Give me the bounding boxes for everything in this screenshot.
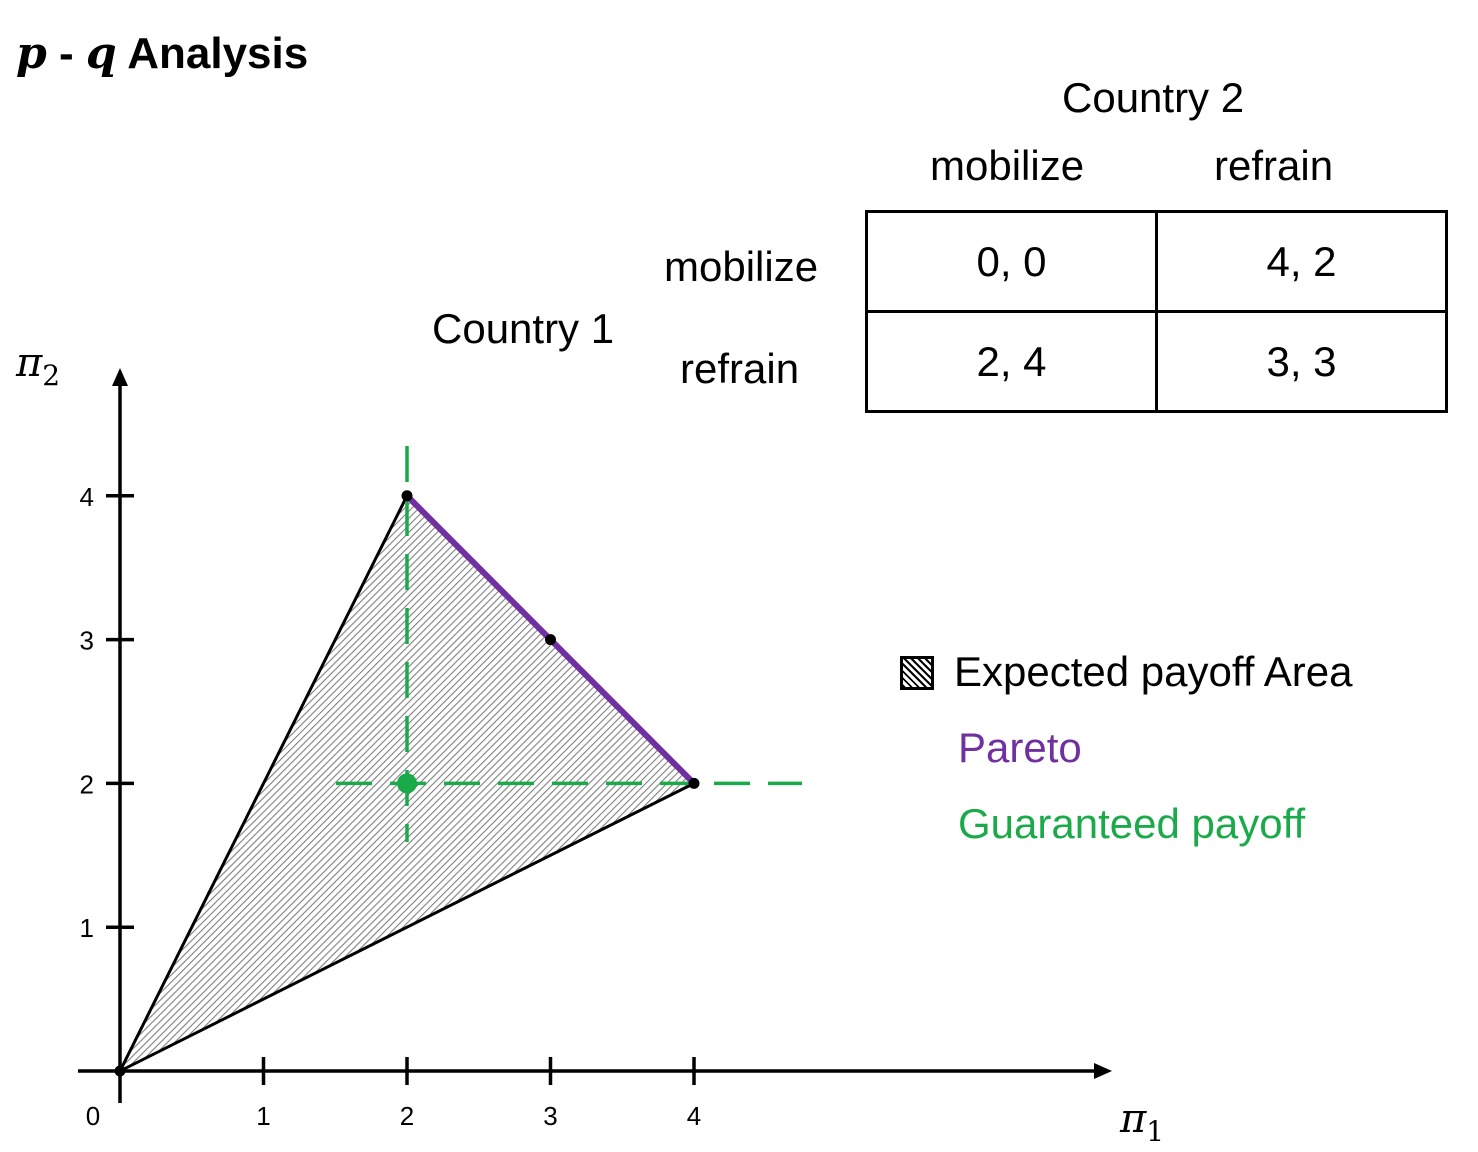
page-title: p - q Analysis <box>16 28 308 79</box>
x-tick-label: 0 <box>86 1101 100 1131</box>
title-var-p: p <box>16 28 47 79</box>
x-axis-arrow-icon <box>1094 1063 1112 1079</box>
column-strategy-mobilize: mobilize <box>930 142 1085 189</box>
row-strategy-refrain: refrain <box>680 345 800 392</box>
title-var-q: q <box>85 28 117 79</box>
outcome-point <box>401 490 413 502</box>
legend-item-area: Expected payoff Area <box>900 648 1353 696</box>
row-strategy-mobilize: mobilize <box>664 243 819 290</box>
title-rest: Analysis <box>116 29 309 78</box>
column-player-label: Country 2 <box>1062 74 1245 121</box>
column-strategy-refrain: refrain <box>1214 142 1334 189</box>
legend-item-pareto: Pareto <box>958 724 1082 772</box>
payoff-matrix: 0, 0 4, 2 2, 4 3, 3 <box>865 210 1448 413</box>
guaranteed-payoff-point <box>397 773 417 794</box>
x-tick-label: 1 <box>256 1101 270 1131</box>
y-tick-label: 3 <box>80 626 94 656</box>
payoff-cell-mobilize-refrain: 4, 2 <box>1155 210 1448 313</box>
legend-area-label: Expected payoff Area <box>954 648 1353 695</box>
y-tick-label: 2 <box>80 769 94 799</box>
outcome-point <box>114 1065 126 1077</box>
legend-pareto-label: Pareto <box>958 724 1082 771</box>
payoff-cell-refrain-mobilize: 2, 4 <box>865 310 1158 413</box>
legend-guaranteed-label: Guaranteed payoff <box>958 800 1306 847</box>
title-dash: - <box>46 29 86 78</box>
region-edge-lower <box>119 782 695 1073</box>
x-tick-label: 4 <box>687 1101 701 1131</box>
region-edge-upper <box>118 495 409 1072</box>
x-axis-subscript: 1 <box>1146 1115 1165 1148</box>
payoff-row: 2, 4 3, 3 <box>865 310 1448 413</box>
x-axis-label: π1 <box>1120 1096 1164 1148</box>
outcome-point <box>545 634 556 646</box>
payoff-row: 0, 0 4, 2 <box>865 210 1448 313</box>
x-axis-symbol: π <box>1120 1096 1147 1142</box>
payoff-cell-mobilize-mobilize: 0, 0 <box>865 210 1158 313</box>
y-axis-label: π2 <box>16 340 60 392</box>
x-tick-label: 2 <box>400 1101 414 1131</box>
row-player-label: Country 1 <box>432 305 615 352</box>
y-axis-symbol: π <box>16 340 43 386</box>
y-axis-arrow-icon <box>112 368 128 386</box>
y-tick-label: 1 <box>80 913 94 943</box>
y-tick-label: 4 <box>80 482 94 512</box>
payoff-cell-refrain-refrain: 3, 3 <box>1155 310 1448 413</box>
legend-item-guaranteed: Guaranteed payoff <box>958 800 1305 848</box>
hatched-swatch-icon <box>900 656 934 690</box>
outcome-point <box>688 777 700 789</box>
x-tick-label: 3 <box>543 1101 557 1131</box>
y-axis-subscript: 2 <box>42 359 61 392</box>
